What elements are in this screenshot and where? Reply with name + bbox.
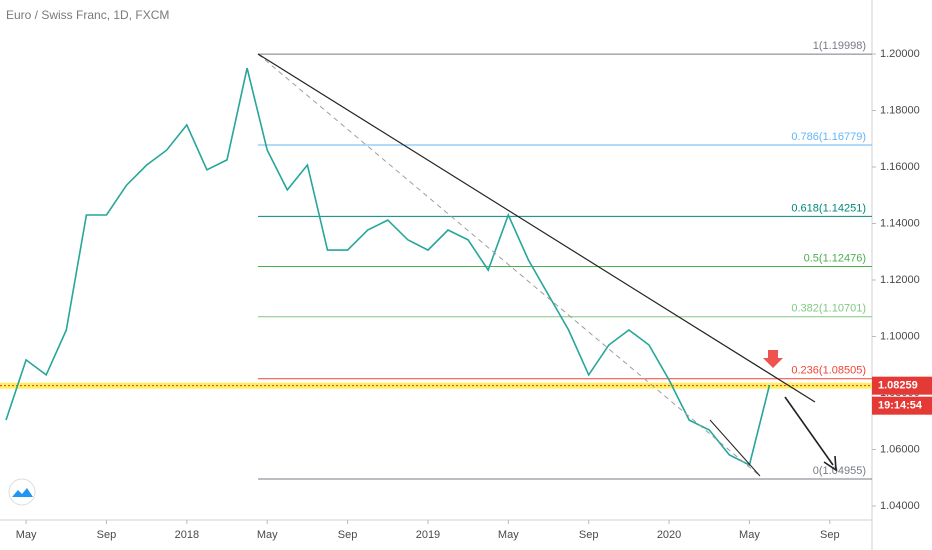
- countdown-tag: [872, 396, 932, 415]
- price-tag-label: 1.08259: [878, 380, 918, 392]
- fib-label: 0.236(1.08505): [791, 365, 866, 377]
- y-tick-label: 1.04000: [880, 500, 920, 512]
- fib-label: 0.786(1.16779): [791, 131, 866, 143]
- fib-label: 0.382(1.10701): [791, 303, 866, 315]
- y-tick-label: 1.06000: [880, 443, 920, 455]
- y-tick-label: 1.10000: [880, 330, 920, 342]
- y-tick-label: 1.16000: [880, 161, 920, 173]
- x-tick-label: Sep: [338, 529, 358, 541]
- price-line-series: [5, 67, 771, 467]
- fib-label: 1(1.19998): [813, 40, 866, 52]
- trend-line: [709, 419, 761, 477]
- fib-label: 0(1.04955): [813, 465, 866, 477]
- x-tick-label: 2019: [416, 529, 440, 541]
- x-tick-label: Sep: [97, 529, 117, 541]
- plot: 1.040001.060001.080001.100001.120001.140…: [0, 40, 920, 541]
- x-tick-label: May: [739, 529, 760, 541]
- x-tick-label: May: [16, 529, 37, 541]
- x-tick-label: Sep: [579, 529, 599, 541]
- arrow: [784, 396, 834, 466]
- y-tick-label: 1.14000: [880, 217, 920, 229]
- y-tick-label: 1.18000: [880, 104, 920, 116]
- x-tick-label: 2018: [175, 529, 199, 541]
- trend-line: [257, 53, 816, 403]
- y-tick-label: 1.20000: [880, 48, 920, 60]
- down-marker: [763, 350, 783, 368]
- x-tick-label: 2020: [657, 529, 681, 541]
- fib-trend-line: [257, 53, 761, 477]
- y-tick-label: 1.12000: [880, 274, 920, 286]
- arrow-head: [823, 455, 837, 472]
- x-tick-label: May: [257, 529, 278, 541]
- countdown-label: 19:14:54: [878, 400, 923, 412]
- x-tick-label: Sep: [820, 529, 840, 541]
- fib-label: 0.5(1.12476): [804, 252, 866, 264]
- price-tag: [872, 376, 932, 395]
- chart-title: Euro / Swiss Franc, 1D, FXCM: [6, 8, 169, 22]
- x-tick-label: May: [498, 529, 519, 541]
- logo: [8, 478, 36, 506]
- fib-label: 0.618(1.14251): [791, 202, 866, 214]
